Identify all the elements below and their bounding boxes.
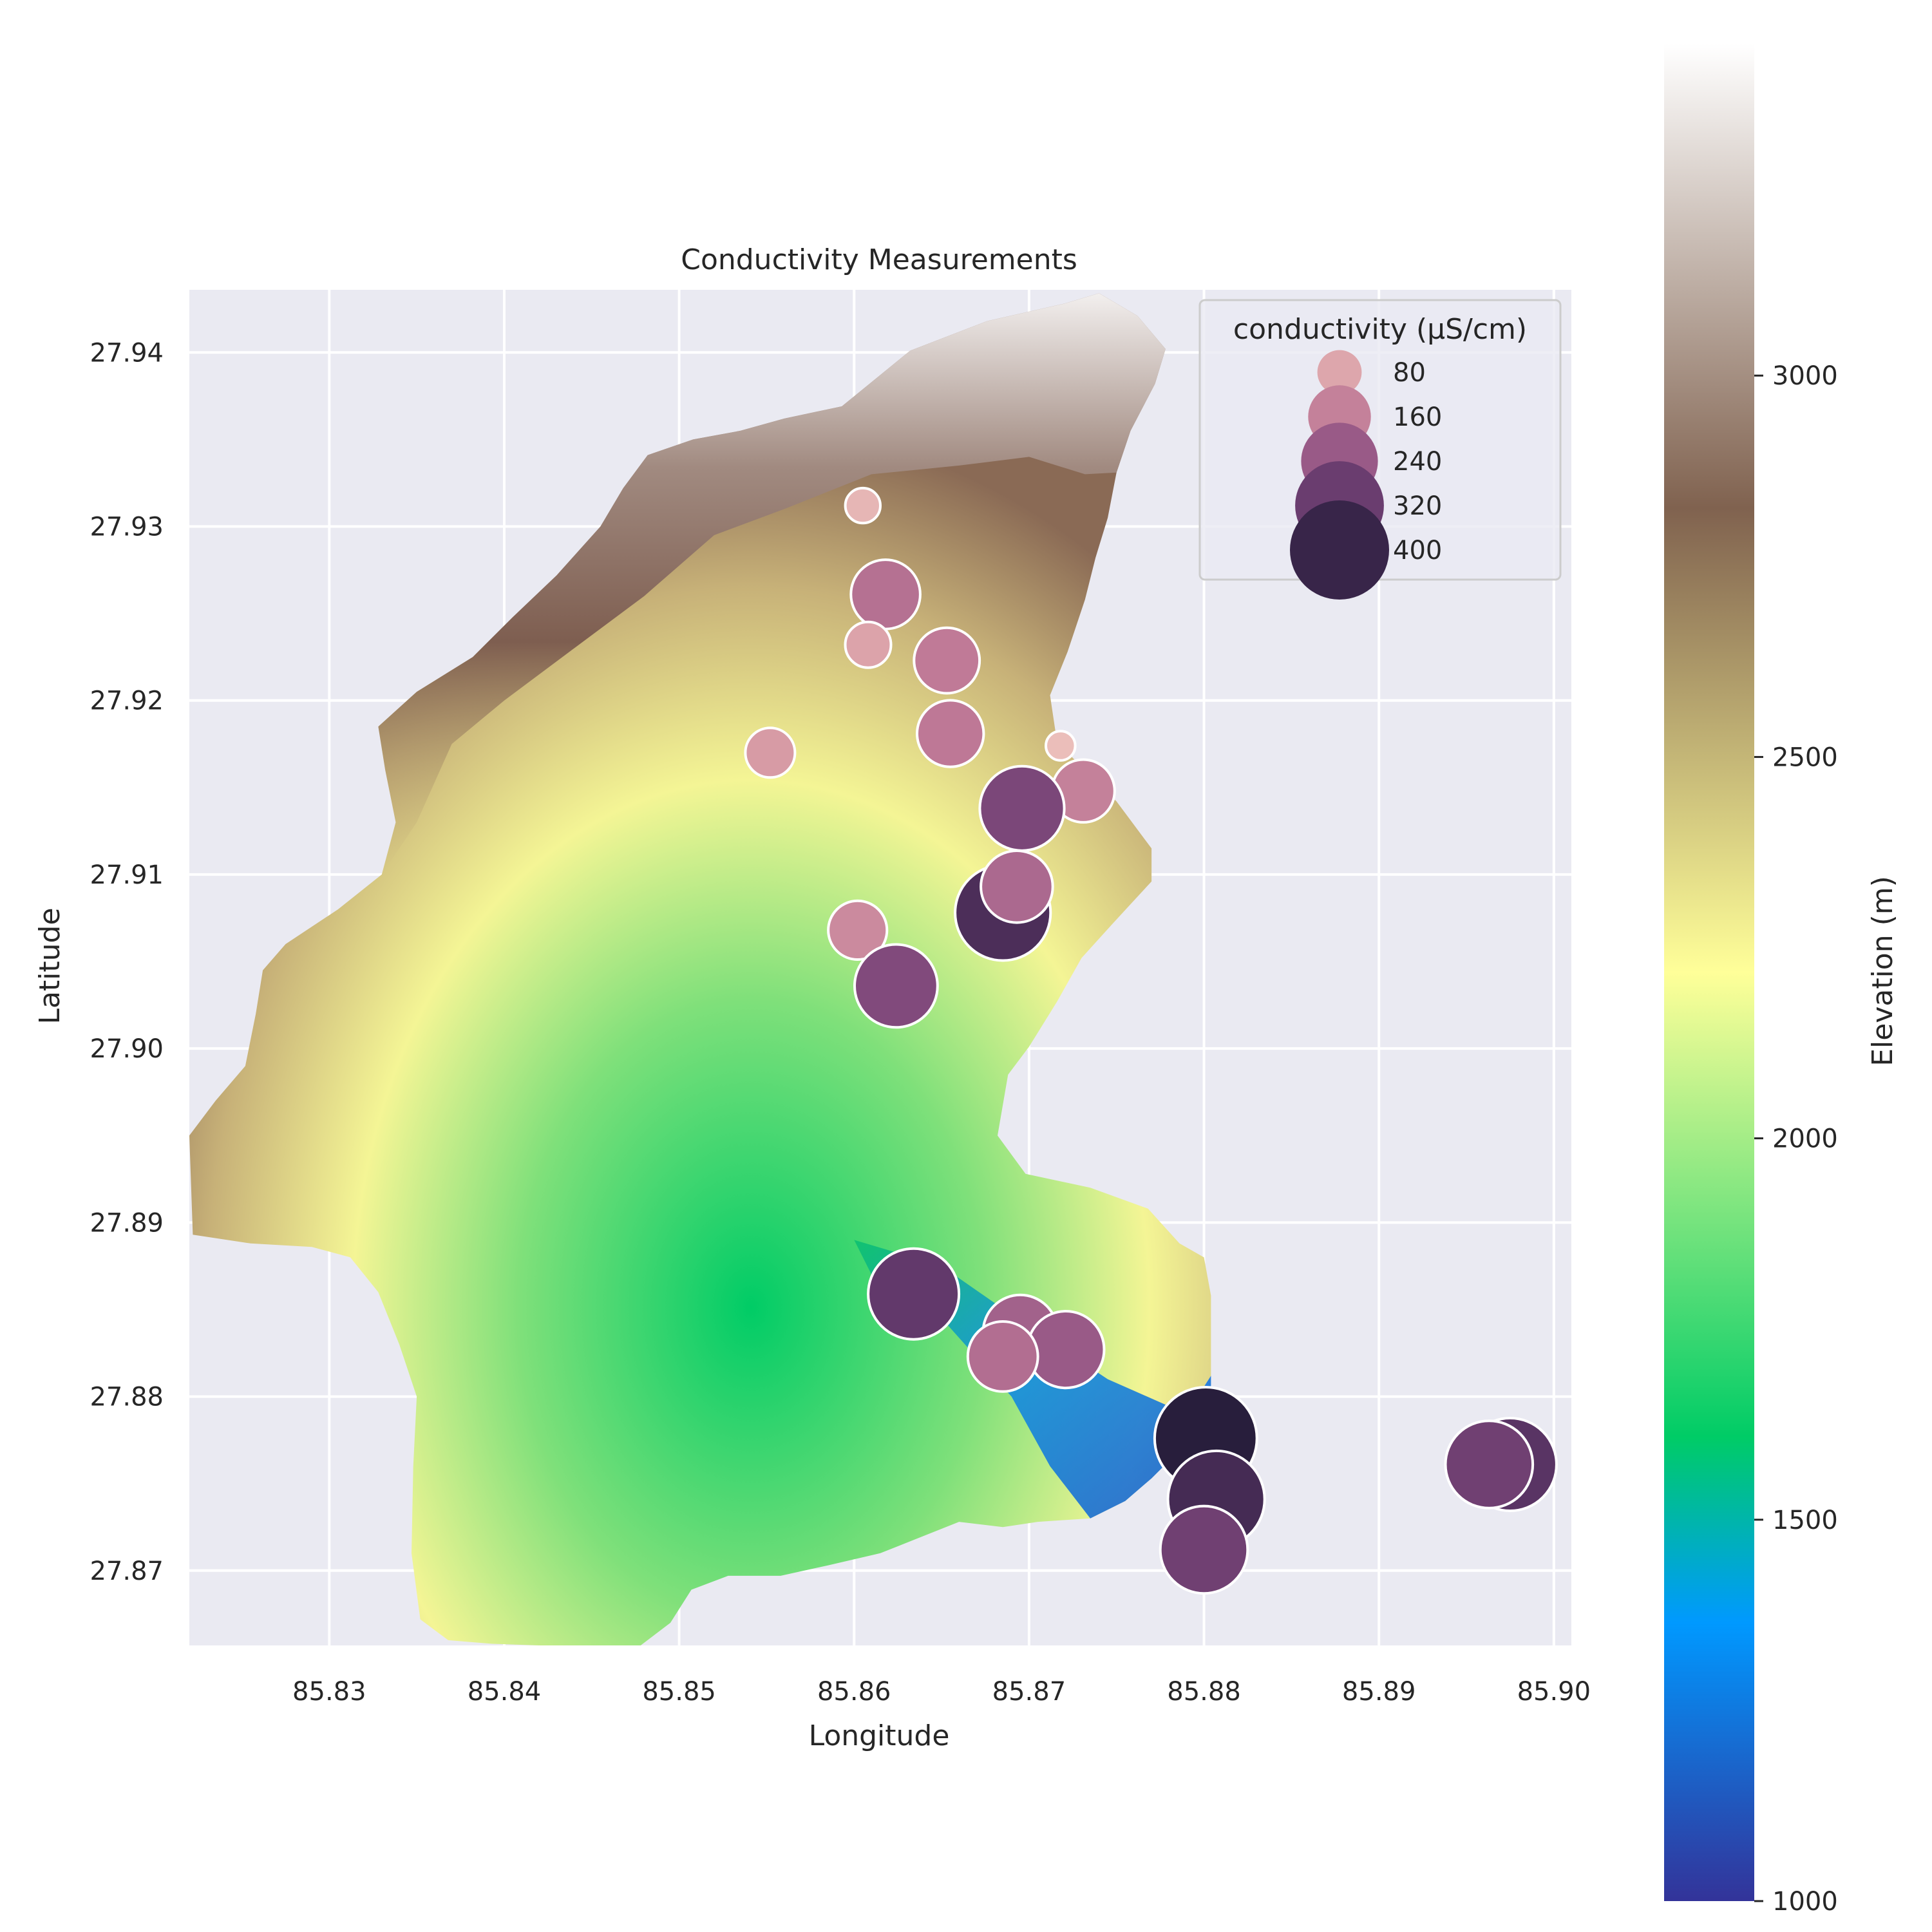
y-tick-label: 27.87 (90, 1557, 164, 1586)
legend-label: 320 (1393, 491, 1442, 521)
legend-label: 160 (1393, 402, 1442, 432)
conductivity-point (849, 558, 922, 630)
y-tick-label: 27.93 (90, 512, 164, 542)
conductivity-point (844, 486, 882, 525)
chart-title: Conductivity Measurements (681, 243, 1077, 276)
y-tick-label: 27.91 (90, 860, 164, 890)
colorbar-gradient (1664, 44, 1754, 1901)
colorbar-tick-label: 1500 (1772, 1506, 1838, 1535)
conductivity-point (744, 726, 797, 779)
legend-label: 80 (1393, 358, 1426, 388)
y-axis-label: Latitude (33, 907, 66, 1024)
x-tick-label: 85.88 (1167, 1677, 1241, 1707)
x-tick-label: 85.89 (1342, 1677, 1416, 1707)
x-tick-label: 85.90 (1517, 1677, 1591, 1707)
y-tick-label: 27.88 (90, 1383, 164, 1412)
conductivity-point (1159, 1504, 1249, 1595)
x-axis-label: Longitude (809, 1719, 950, 1752)
colorbar-tick-label: 2500 (1772, 743, 1838, 772)
legend-label: 240 (1393, 447, 1442, 477)
x-tick-label: 85.84 (468, 1677, 542, 1707)
conductivity-point (978, 764, 1066, 852)
y-tick-label: 27.90 (90, 1034, 164, 1064)
colorbar-tick-label: 2000 (1772, 1124, 1838, 1154)
conductivity-point (916, 699, 985, 768)
conductivity-point (853, 943, 939, 1029)
legend-box (1198, 299, 1562, 581)
y-tick-label: 27.94 (90, 338, 164, 368)
legend-marker (1317, 350, 1362, 395)
colorbar-label: Elevation (m) (1866, 876, 1899, 1066)
conductivity-point (966, 1320, 1039, 1393)
elevation-colorbar: 1000 1500 2000 2500 3000 Elevation (m) (1664, 44, 1899, 1917)
conductivity-point (1444, 1419, 1535, 1510)
conductivity-point (980, 849, 1054, 924)
conductivity-point (867, 1247, 961, 1341)
y-tick-label: 27.92 (90, 687, 164, 716)
x-tick-label: 85.85 (642, 1677, 716, 1707)
conductivity-point (827, 899, 889, 961)
size-legend: conductivity (µS/cm) 80 160 240 320 400 (1198, 299, 1562, 600)
x-axis-ticks: 85.83 85.84 85.85 85.86 85.87 85.88 85.89 85.90 (292, 1677, 1591, 1707)
colorbar-tick-label: 1000 (1772, 1887, 1838, 1917)
y-axis-ticks: 27.87 27.88 27.89 27.90 27.91 27.92 27.93 27.94 (90, 338, 164, 1586)
conductivity-point (1026, 1310, 1106, 1390)
catchment-ridge-shading (378, 293, 1166, 875)
y-tick-label: 27.89 (90, 1208, 164, 1238)
legend-marker (1290, 500, 1389, 600)
conductivity-point (844, 620, 893, 669)
legend-title: conductivity (µS/cm) (1233, 313, 1527, 346)
x-tick-label: 85.83 (292, 1677, 366, 1707)
x-tick-label: 85.87 (992, 1677, 1066, 1707)
colorbar-tick-label: 3000 (1772, 361, 1838, 391)
x-tick-label: 85.86 (817, 1677, 891, 1707)
legend-label: 400 (1393, 536, 1442, 565)
conductivity-point (913, 626, 981, 695)
conductivity-points (744, 486, 1558, 1595)
conductivity-point (1045, 730, 1077, 762)
